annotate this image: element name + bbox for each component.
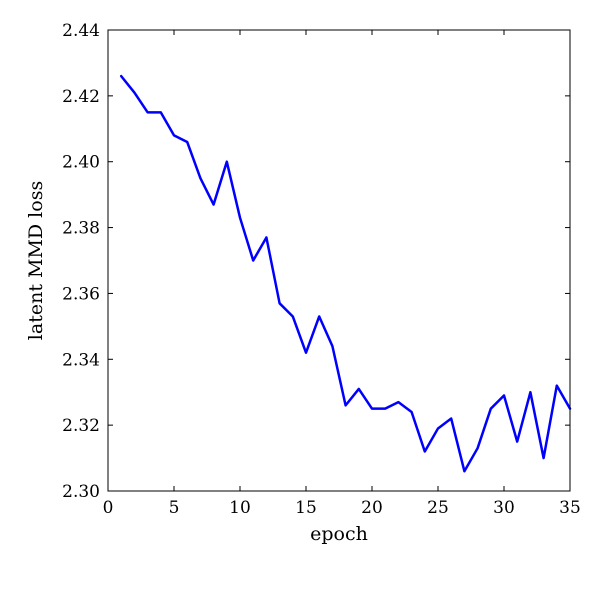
- x-tick-label: 30: [493, 498, 515, 518]
- y-tick-label: 2.42: [62, 87, 100, 107]
- x-tick-label: 10: [229, 498, 251, 518]
- y-axis-ticks: 2.30 2.32 2.34 2.36 2.38 2.40 2.42 2.44: [62, 21, 570, 502]
- x-tick-label: 35: [559, 498, 581, 518]
- series-line: [119, 74, 572, 473]
- x-tick-label: 20: [361, 498, 383, 518]
- y-tick-label: 2.38: [62, 219, 100, 239]
- series-layer: [119, 74, 572, 473]
- x-tick-label: 25: [427, 498, 449, 518]
- x-tick-label: 15: [295, 498, 317, 518]
- y-tick-label: 2.36: [62, 284, 100, 304]
- y-tick-label: 2.32: [62, 416, 100, 436]
- y-axis-label: latent MMD loss: [25, 181, 47, 340]
- y-tick-label: 2.44: [62, 21, 100, 41]
- y-tick-label: 2.30: [62, 482, 100, 502]
- x-tick-label: 5: [169, 498, 180, 518]
- plot-frame: [107, 29, 571, 492]
- x-tick-label: 0: [103, 498, 114, 518]
- x-axis-ticks: 0 5 10 15 20 25 30 35: [103, 30, 581, 518]
- x-axis-label: epoch: [310, 523, 368, 545]
- y-tick-label: 2.34: [62, 350, 100, 370]
- y-tick-label: 2.40: [62, 153, 100, 173]
